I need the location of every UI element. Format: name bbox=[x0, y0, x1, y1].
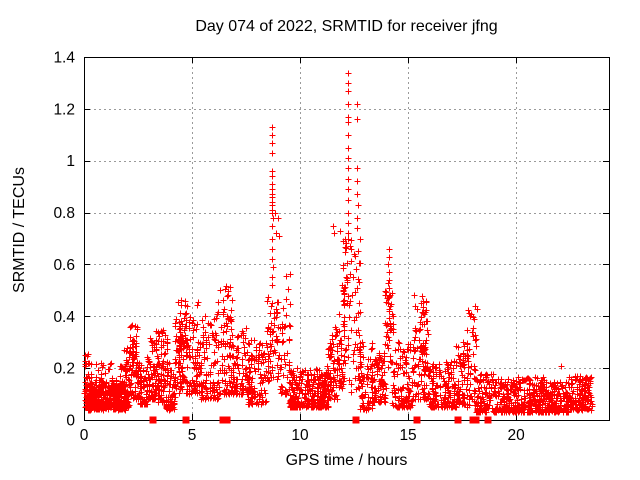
plot-border bbox=[84, 57, 610, 421]
chart-title: Day 074 of 2022, SRMTID for receiver jfn… bbox=[195, 18, 498, 35]
y-tick-label: 0 bbox=[66, 413, 75, 430]
x-tick-label: 5 bbox=[188, 427, 197, 444]
gap-marker-square bbox=[413, 416, 421, 424]
y-tick-label: 1.4 bbox=[53, 50, 75, 67]
gap-marker-square bbox=[182, 416, 190, 424]
gap-marker-square bbox=[454, 416, 462, 424]
y-tick-label: 1.2 bbox=[53, 101, 75, 118]
y-tick-label: 0.8 bbox=[53, 205, 75, 222]
scatter-points bbox=[81, 70, 596, 416]
x-tick-label: 0 bbox=[80, 427, 89, 444]
y-tick-label: 1 bbox=[66, 153, 75, 170]
x-axis-label: GPS time / hours bbox=[285, 452, 408, 469]
y-tick-label: 0.2 bbox=[53, 361, 75, 378]
y-tick-label: 0.6 bbox=[53, 257, 75, 274]
y-tick-labels: 0 0.2 0.4 0.6 0.8 1 1.2 1.4 bbox=[53, 50, 75, 430]
y-axis-label: SRMTID / TECUs bbox=[11, 167, 28, 293]
gap-marker-square bbox=[472, 416, 480, 424]
gap-marker-square bbox=[219, 416, 227, 424]
x-tick-labels: 0 5 10 15 20 bbox=[80, 427, 525, 444]
gap-marker-square bbox=[484, 416, 492, 424]
gap-markers bbox=[149, 416, 492, 424]
x-tick-label: 15 bbox=[399, 427, 416, 444]
x-tick-label: 20 bbox=[507, 427, 525, 444]
gap-marker-square bbox=[352, 416, 360, 424]
gap-marker-square bbox=[223, 416, 231, 424]
x-tick-label: 10 bbox=[291, 427, 309, 444]
gap-marker-square bbox=[149, 416, 157, 424]
y-tick-label: 0.4 bbox=[53, 309, 75, 326]
